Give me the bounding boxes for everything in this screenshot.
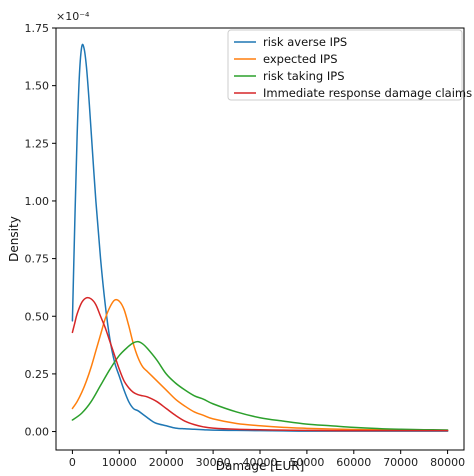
legend-label: expected IPS <box>263 52 338 66</box>
x-tick-label: 80000 <box>430 456 465 469</box>
y-tick-label: 1.50 <box>25 80 50 93</box>
series-layer <box>71 43 449 432</box>
legend-label: risk taking IPS <box>263 69 345 83</box>
y-tick-label: 0.50 <box>25 310 50 323</box>
y-tick-label: 1.00 <box>25 195 50 208</box>
x-tick-label: 60000 <box>336 456 371 469</box>
y-tick-label: 1.25 <box>25 137 50 150</box>
x-tick-label: 50000 <box>289 456 324 469</box>
y-axis-label: Density <box>7 216 21 262</box>
legend: risk averse IPS expected IPS risk taking I… <box>227 29 472 101</box>
x-axis-label: Damage [EUR] <box>216 459 305 473</box>
x-tick-label: 40000 <box>243 456 278 469</box>
x-tick-label: 10000 <box>102 456 137 469</box>
y-tick-label: 0.25 <box>25 368 50 381</box>
legend-box <box>227 29 463 101</box>
x-tick-label: 0 <box>69 456 76 469</box>
x-tick-label: 30000 <box>196 456 231 469</box>
series-line-2 <box>71 298 449 432</box>
legend-label: Immediate response damage claims <box>263 86 472 100</box>
series-line-1 <box>71 43 449 432</box>
x-axis: 0 10000 20000 30000 40000 50000 60000 70000 8000… <box>69 450 465 469</box>
y-tick-label: 0.00 <box>25 426 50 439</box>
x-tick-label: 20000 <box>149 456 184 469</box>
y-axis: 0.00 0.25 0.50 0.75 1.00 1.25 1.50 1.75 <box>25 22 56 439</box>
x-tick-label: 70000 <box>383 456 418 469</box>
series-line-4 <box>71 296 449 432</box>
series-line-3 <box>71 340 449 431</box>
y-multiplier-label: ×10⁻⁴ <box>56 10 90 23</box>
legend-label: risk averse IPS <box>263 35 347 49</box>
y-tick-label: 0.75 <box>25 253 50 266</box>
y-tick-label: 1.75 <box>25 22 50 35</box>
